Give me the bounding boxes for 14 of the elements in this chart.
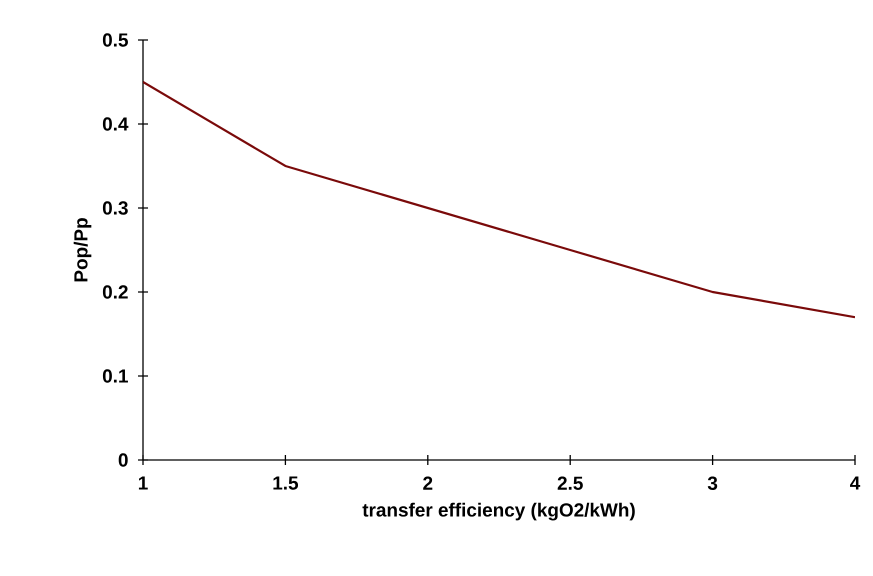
x-tick-label: 1 [138, 476, 148, 490]
y-tick-label: 0.5 [102, 33, 128, 47]
y-tick-label: 0 [118, 453, 128, 467]
x-axis-title: transfer efficiency (kgO2/kWh) [362, 502, 635, 521]
x-tick-label: 3 [708, 476, 718, 490]
y-tick-label: 0.1 [102, 369, 128, 383]
x-tick-label: 4 [850, 476, 860, 490]
x-tick-label: 2.5 [558, 476, 583, 490]
y-tick-label: 0.3 [102, 201, 128, 215]
y-axis-title: Pop/Pp [74, 218, 92, 282]
x-tick-label: 1.5 [273, 476, 298, 490]
x-tick-label: 2 [423, 476, 432, 490]
y-tick-label: 0.4 [102, 117, 128, 131]
y-tick-label: 0.2 [102, 285, 128, 299]
